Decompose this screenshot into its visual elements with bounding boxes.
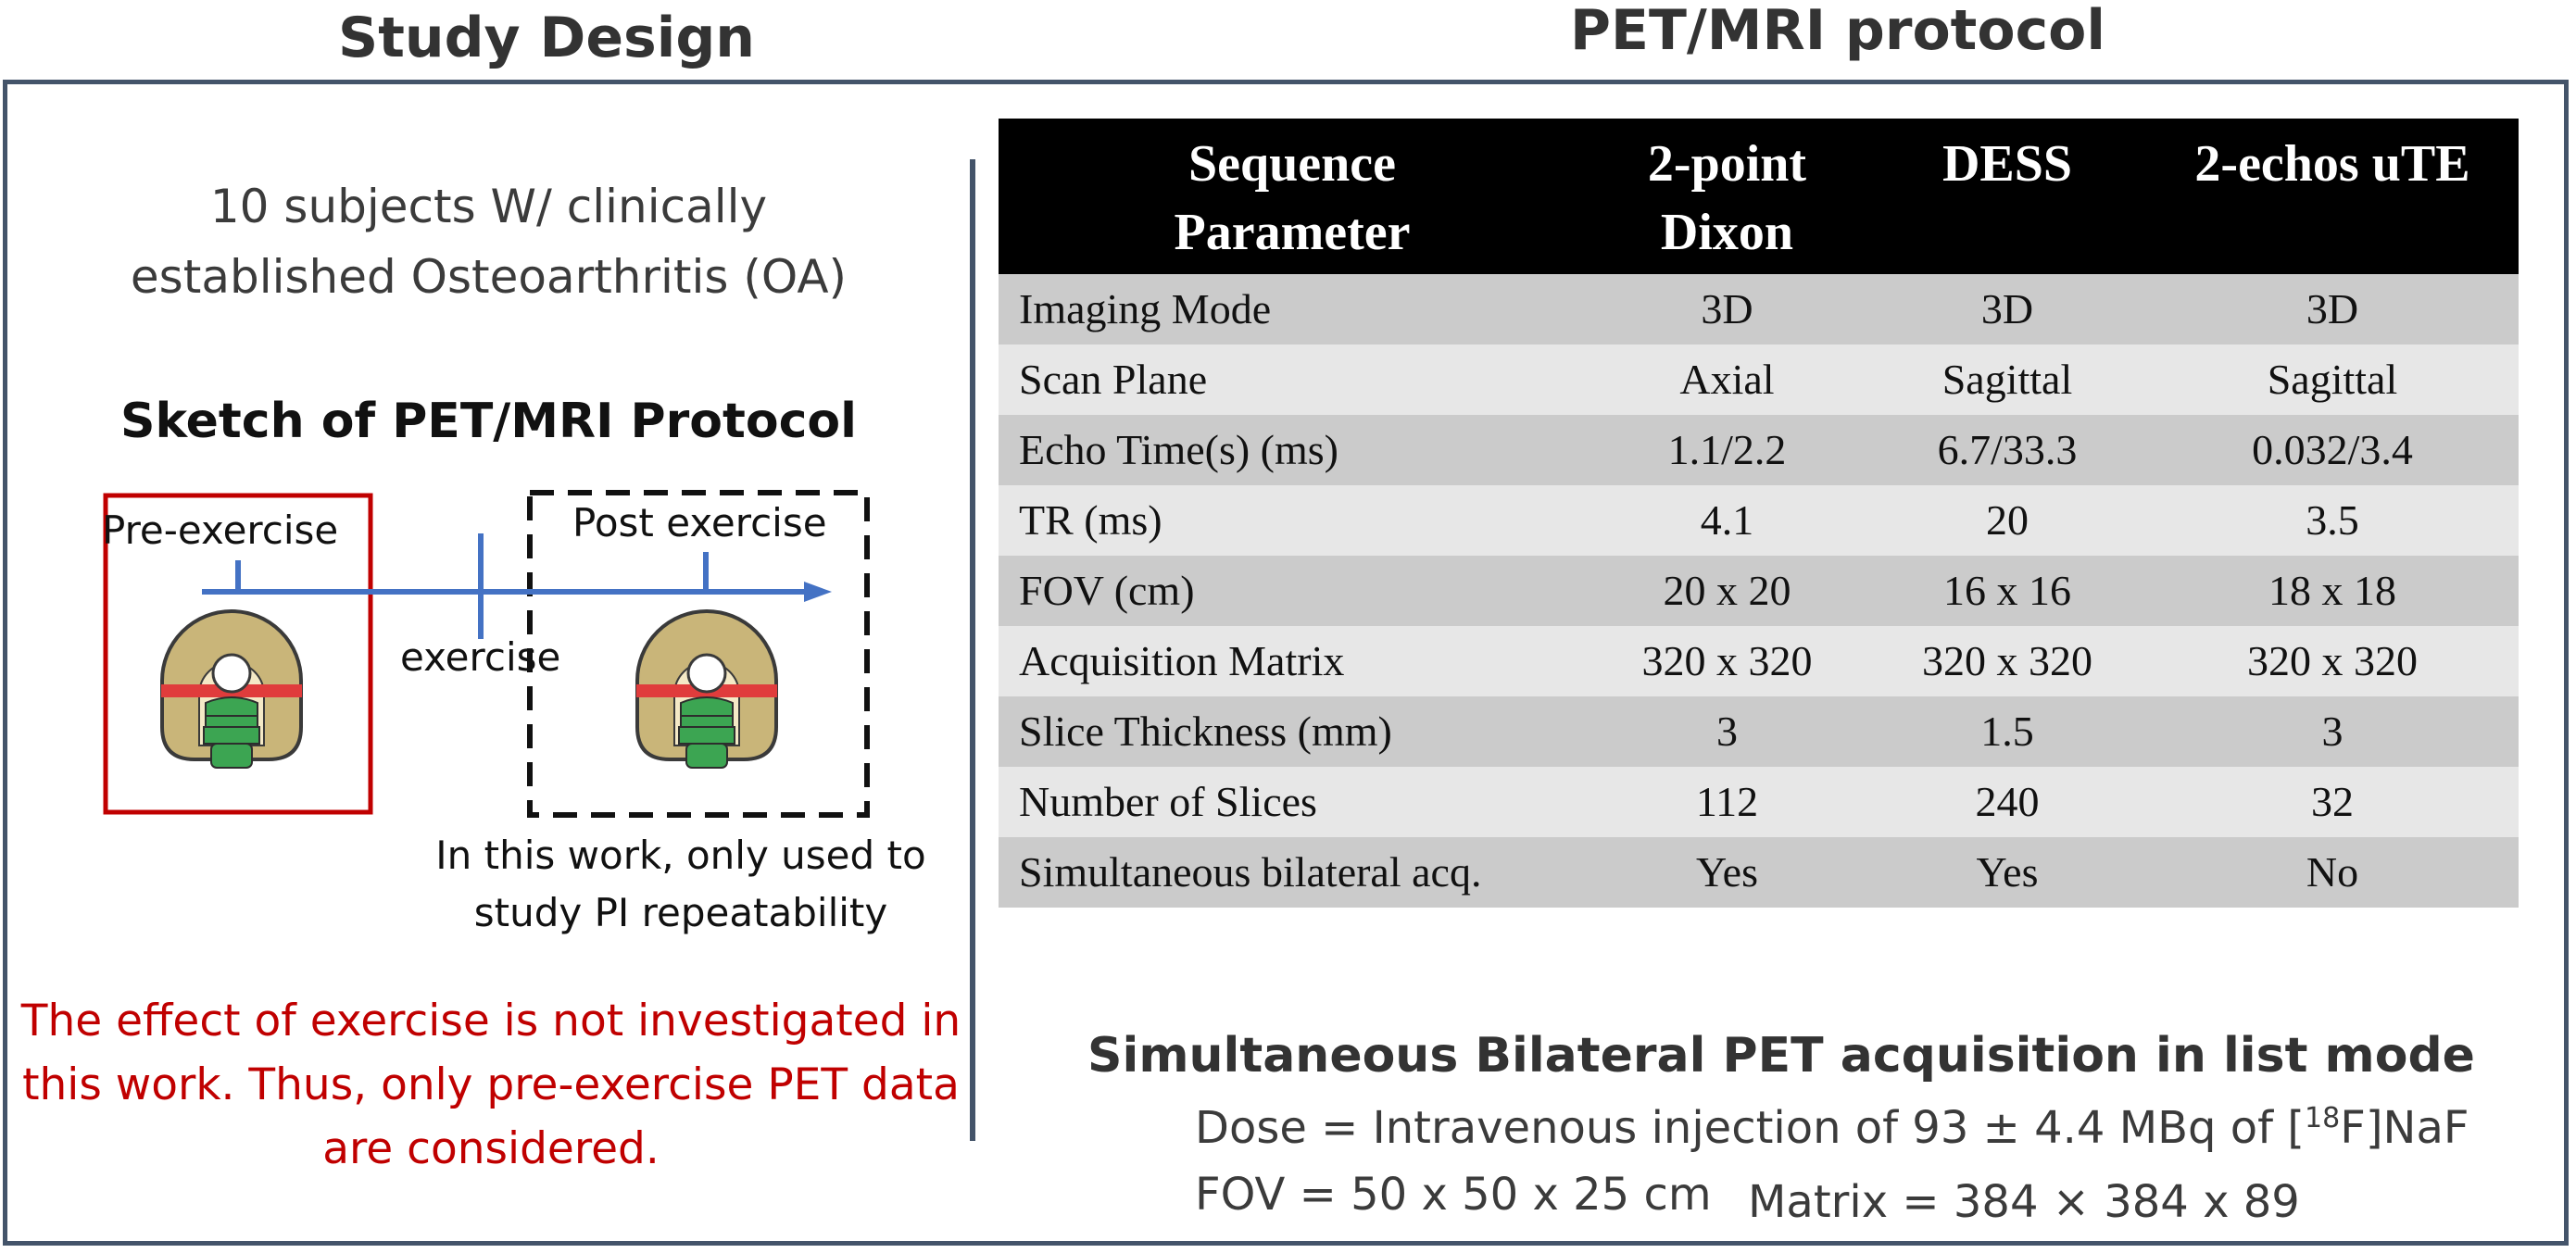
panel-divider	[970, 159, 975, 1141]
table-cell: Scan Plane	[999, 345, 1586, 415]
header-ute: 2-echos uTE	[2146, 119, 2519, 274]
pet-mri-scanner-icon	[635, 609, 779, 770]
post-exercise-label: Post exercise	[572, 500, 827, 545]
table-cell: 32	[2146, 767, 2519, 837]
pet-acquisition-title: Simultaneous Bilateral PET acquisition i…	[1087, 1028, 2475, 1084]
warning-line-2: this work. Thus, only pre-exercise PET d…	[22, 1059, 960, 1110]
table-row: Echo Time(s) (ms) 1.1/2.2 6.7/33.3 0.032…	[999, 415, 2519, 485]
table-cell: 240	[1868, 767, 2146, 837]
header-dess: DESS	[1868, 119, 2146, 274]
table-cell: Yes	[1586, 837, 1868, 908]
table-cell: 320 x 320	[1586, 626, 1868, 696]
subjects-description: 10 subjects W/ clinically established Os…	[65, 171, 912, 312]
warning-line-1: The effect of exercise is not investigat…	[20, 996, 961, 1046]
pet-matrix: Matrix = 384 × 384 x 89	[1748, 1176, 2300, 1228]
table-cell: Sagittal	[2146, 345, 2519, 415]
note-line-2: study PI repeatability	[473, 890, 888, 935]
content-frame	[3, 80, 2569, 1246]
table-header-row: Sequence Parameter 2-point Dixon DESS 2-ec…	[999, 119, 2519, 274]
table-cell: Imaging Mode	[999, 274, 1586, 345]
table-cell: 20 x 20	[1586, 556, 1868, 626]
table-cell: No	[2146, 837, 2519, 908]
table-cell: 4.1	[1586, 485, 1868, 556]
note-line-1: In this work, only used to	[435, 833, 926, 878]
table-cell: 16 x 16	[1868, 556, 2146, 626]
table-cell: Number of Slices	[999, 767, 1586, 837]
arrow-head	[804, 582, 832, 602]
table-cell: TR (ms)	[999, 485, 1586, 556]
pet-mri-protocol-heading: PET/MRI protocol	[1570, 0, 2105, 63]
sketch-title: Sketch of PET/MRI Protocol	[120, 394, 857, 449]
exercise-label: exercise	[400, 634, 561, 680]
table-cell: 3	[2146, 696, 2519, 767]
dose-suffix: F]NaF	[2340, 1102, 2469, 1154]
table-cell: 0.032/3.4	[2146, 415, 2519, 485]
protocol-sketch	[103, 490, 870, 818]
table-cell: 3D	[2146, 274, 2519, 345]
table-cell: Echo Time(s) (ms)	[999, 415, 1586, 485]
table-cell: 1.5	[1868, 696, 2146, 767]
pet-mri-scanner-icon	[159, 609, 304, 770]
warning-line-3: are considered.	[322, 1123, 660, 1174]
dose-isotope-mass: 18	[2305, 1102, 2341, 1134]
table-row: Scan Plane Axial Sagittal Sagittal	[999, 345, 2519, 415]
subjects-line-2: established Osteoarthritis (OA)	[130, 250, 848, 304]
table-cell: 6.7/33.3	[1868, 415, 2146, 485]
study-design-heading: Study Design	[338, 6, 755, 70]
table-cell: Acquisition Matrix	[999, 626, 1586, 696]
table-cell: 3	[1586, 696, 1868, 767]
pre-exercise-box	[103, 493, 373, 815]
post-exercise-note: In this work, only used to study PI repe…	[408, 827, 954, 942]
table-row: Imaging Mode 3D 3D 3D	[999, 274, 2519, 345]
table-cell: FOV (cm)	[999, 556, 1586, 626]
table-cell: 112	[1586, 767, 1868, 837]
table-cell: 3D	[1868, 274, 2146, 345]
sequence-parameter-table: Sequence Parameter 2-point Dixon DESS 2-ec…	[999, 119, 2519, 908]
post-exercise-box	[527, 490, 870, 818]
table-row: TR (ms) 4.1 20 3.5	[999, 485, 2519, 556]
table-row: FOV (cm) 20 x 20 16 x 16 18 x 18	[999, 556, 2519, 626]
table-cell: 18 x 18	[2146, 556, 2519, 626]
subjects-line-1: 10 subjects W/ clinically	[209, 180, 768, 233]
table-cell: 1.1/2.2	[1586, 415, 1868, 485]
table-cell: Sagittal	[1868, 345, 2146, 415]
exercise-warning: The effect of exercise is not investigat…	[14, 989, 968, 1181]
table-cell: 20	[1868, 485, 2146, 556]
table-cell: 320 x 320	[2146, 626, 2519, 696]
dose-prefix: Dose = Intravenous injection of 93 ± 4.4…	[1195, 1102, 2306, 1154]
table-row: Number of Slices 112 240 32	[999, 767, 2519, 837]
table-cell: Yes	[1868, 837, 2146, 908]
table-cell: Axial	[1586, 345, 1868, 415]
table-cell: Slice Thickness (mm)	[999, 696, 1586, 767]
table-row: Simultaneous bilateral acq. Yes Yes No	[999, 837, 2519, 908]
dose-line: Dose = Intravenous injection of 93 ± 4.4…	[1195, 1102, 2469, 1154]
pet-fov: FOV = 50 x 50 x 25 cm	[1195, 1169, 1712, 1221]
table-cell: 3.5	[2146, 485, 2519, 556]
table-row: Acquisition Matrix 320 x 320 320 x 320 3…	[999, 626, 2519, 696]
header-parameter: Sequence Parameter	[999, 119, 1586, 274]
table-cell: 3D	[1586, 274, 1868, 345]
table-cell: Simultaneous bilateral acq.	[999, 837, 1586, 908]
table-row: Slice Thickness (mm) 3 1.5 3	[999, 696, 2519, 767]
pre-exercise-label: Pre-exercise	[102, 507, 339, 553]
table-cell: 320 x 320	[1868, 626, 2146, 696]
header-dixon: 2-point Dixon	[1586, 119, 1868, 274]
